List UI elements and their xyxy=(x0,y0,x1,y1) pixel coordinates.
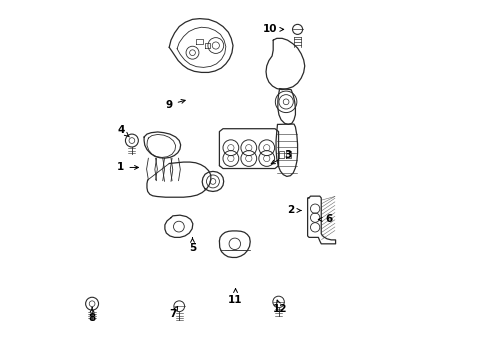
Text: 12: 12 xyxy=(273,300,287,314)
Text: 6: 6 xyxy=(318,215,332,224)
Text: 11: 11 xyxy=(228,289,242,305)
Text: 5: 5 xyxy=(188,238,196,253)
Text: 7: 7 xyxy=(169,306,177,319)
Text: 3: 3 xyxy=(271,150,290,164)
Text: 9: 9 xyxy=(165,99,185,110)
Text: 2: 2 xyxy=(287,206,300,216)
Text: 8: 8 xyxy=(88,307,96,323)
Text: 4: 4 xyxy=(117,125,129,137)
Text: 10: 10 xyxy=(262,24,283,35)
Text: 1: 1 xyxy=(117,162,138,172)
